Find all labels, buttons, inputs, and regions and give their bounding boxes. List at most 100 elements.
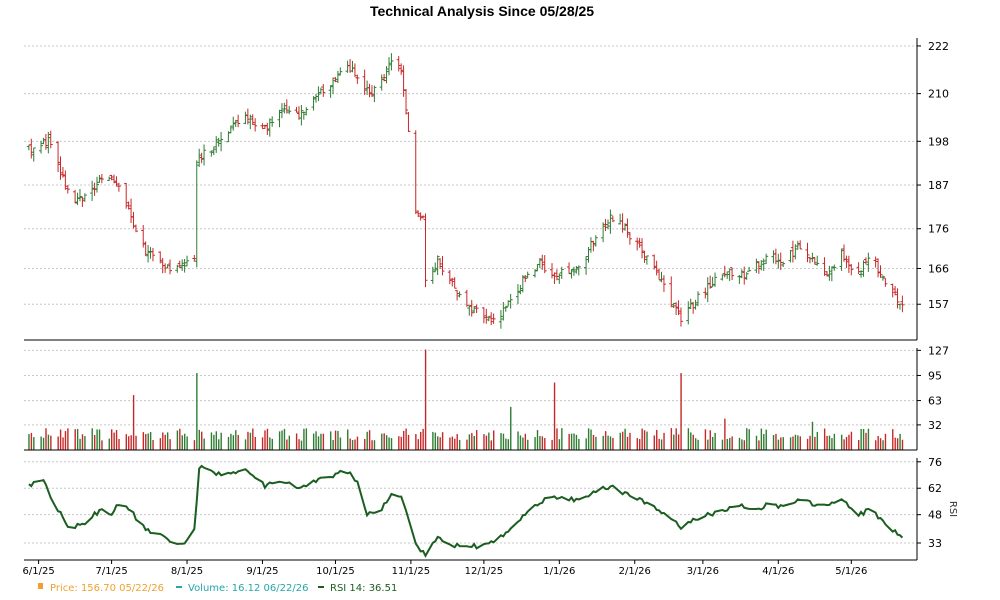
ohlc-bar — [523, 274, 528, 283]
volume-bar — [561, 428, 563, 450]
volume-bar — [198, 429, 200, 450]
volume-bar — [879, 438, 882, 450]
ohlc-bar — [421, 215, 426, 219]
ohlc-bar — [384, 66, 389, 84]
ohlc-bar — [185, 255, 190, 267]
x-tick-label: 6/1/25 — [23, 566, 55, 577]
legend-price-label: Price: 156.70 05/22/26 — [50, 583, 164, 594]
ohlc-bar — [540, 254, 545, 270]
ohlc-bar — [742, 266, 747, 285]
ohlc-bar — [396, 56, 401, 72]
ohlc-bar — [299, 105, 304, 126]
volume-bar — [899, 433, 901, 450]
volume-bar — [81, 434, 84, 450]
volume-bar — [755, 435, 758, 450]
volume-bar — [432, 431, 434, 450]
volume-bar — [721, 439, 724, 450]
volume-bar — [437, 436, 439, 450]
volume-bar — [828, 435, 831, 450]
volume-bar — [660, 439, 663, 450]
volume-bar — [281, 430, 283, 450]
ohlc-bar — [559, 266, 564, 279]
ohlc-bar — [537, 258, 542, 269]
ohlc-bar — [165, 264, 170, 269]
volume-bar — [364, 438, 366, 450]
legend-rsi-label: RSI 14: 36.51 — [330, 583, 397, 594]
volume-bar — [573, 433, 575, 450]
ohlc-bar — [897, 303, 902, 310]
ohlc-bar — [815, 255, 820, 266]
ohlc-bar — [657, 268, 662, 281]
volume-bar — [656, 429, 658, 450]
rsi-y-tick-label: 76 — [928, 456, 942, 469]
ohlc-bar — [532, 269, 537, 278]
ohlc-bar — [452, 277, 457, 289]
volume-bar — [471, 433, 473, 450]
volume-bar — [76, 428, 79, 450]
volume-bar — [441, 432, 444, 450]
volume-bar — [50, 435, 52, 450]
ohlc-bar — [642, 250, 647, 263]
volume-bar — [729, 437, 731, 450]
volume-bar — [848, 434, 850, 450]
ohlc-bar — [404, 89, 409, 115]
volume-bar — [629, 432, 631, 450]
volume-bar — [748, 429, 750, 450]
volume-bar — [45, 428, 47, 450]
rsi-axis-label: RSI — [947, 501, 958, 517]
volume-bar — [877, 435, 879, 450]
volume-bar — [612, 437, 614, 450]
ohlc-bar — [236, 114, 241, 128]
ohlc-bar — [569, 269, 574, 279]
volume-bar — [468, 434, 471, 450]
volume-bar — [522, 437, 524, 450]
ohlc-bar — [705, 277, 710, 303]
ohlc-bar — [635, 237, 640, 251]
x-tick-label: 2/1/26 — [619, 566, 651, 577]
ohlc-bar — [676, 300, 681, 316]
volume-bar — [765, 429, 767, 450]
ohlc-bar — [457, 291, 462, 298]
ohlc-bar — [640, 238, 645, 259]
ohlc-bar — [447, 270, 452, 285]
ohlc-bar — [900, 295, 905, 313]
ohlc-bar — [401, 65, 406, 97]
volume-bar — [110, 429, 113, 450]
ohlc-bar — [472, 306, 477, 314]
volume-bar — [286, 439, 288, 450]
ohlc-bar — [659, 271, 664, 283]
rsi-line — [28, 464, 904, 558]
ohlc-bar — [781, 261, 786, 267]
volume-bar — [145, 434, 147, 450]
x-tick-label: 8/1/25 — [171, 566, 203, 577]
volume-bar — [670, 428, 673, 450]
ohlc-bar — [440, 256, 445, 276]
ohlc-bar — [243, 111, 248, 125]
ohlc-bar — [369, 85, 374, 98]
volume-bar — [456, 434, 458, 450]
volume-bar — [305, 428, 308, 450]
rsi-y-tick-label: 33 — [928, 537, 942, 550]
volume-bar — [544, 438, 546, 450]
ohlc-bar — [58, 156, 63, 180]
volume-bar — [772, 435, 775, 450]
volume-bar — [183, 433, 186, 450]
volume-bar — [724, 418, 726, 450]
ohlc-bar — [795, 240, 800, 250]
ohlc-bar — [39, 140, 44, 154]
ohlc-bar — [807, 256, 812, 264]
volume-bar — [875, 440, 877, 450]
volume-bar — [558, 439, 561, 450]
volume-bar — [232, 435, 235, 450]
volume-bar — [164, 434, 166, 450]
ohlc-bar — [455, 289, 460, 301]
volume-bar — [130, 435, 132, 450]
ohlc-bar — [233, 119, 238, 127]
ohlc-bar — [601, 222, 606, 243]
ohlc-bar — [301, 111, 306, 120]
ohlc-bar — [739, 269, 744, 279]
ohlc-bar — [623, 223, 628, 231]
ohlc-bar — [279, 103, 284, 119]
ohlc-bar — [873, 256, 878, 268]
ohlc-bar — [148, 247, 153, 259]
